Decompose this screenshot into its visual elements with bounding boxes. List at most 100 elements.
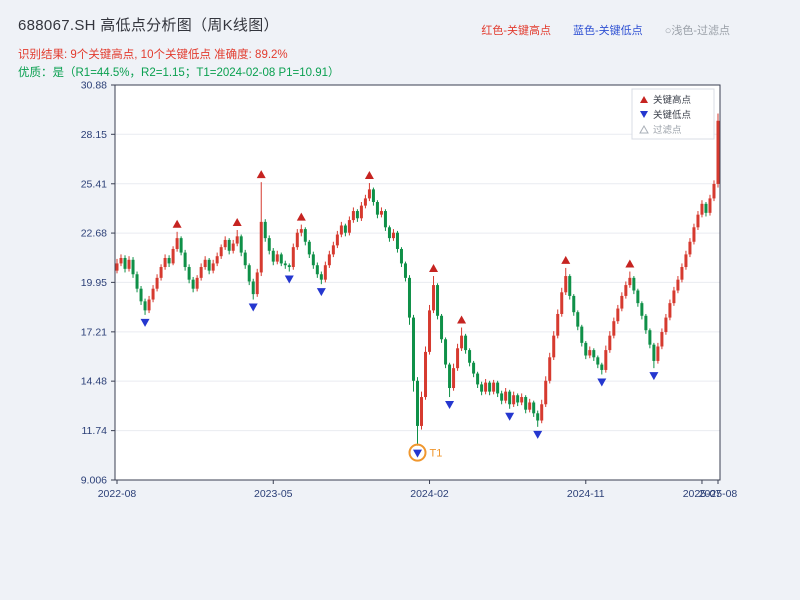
candle-body — [596, 357, 600, 365]
candle-body — [636, 290, 640, 304]
key-low-marker — [505, 412, 515, 421]
axes: 30.88 28.15 25.41 22.68 19.95 17.21 14.48 11.74… — [81, 80, 738, 501]
candle-body — [424, 351, 428, 398]
key-low-marker — [316, 288, 326, 297]
candle-body — [403, 263, 407, 278]
candle-body — [500, 393, 504, 401]
candle-body — [399, 248, 403, 264]
legend-key-low-label: 蓝色-关键低点 — [573, 25, 643, 37]
candle-body — [548, 357, 552, 381]
candle-body — [528, 402, 532, 410]
key-low-marker — [445, 401, 455, 410]
candle-body — [536, 413, 540, 421]
candle-body — [708, 198, 712, 213]
candle-body — [628, 277, 632, 286]
candle-body — [395, 232, 399, 249]
candle-body — [211, 263, 215, 271]
candle-body — [672, 290, 676, 304]
svg-text:19.95: 19.95 — [81, 277, 107, 289]
candle-body — [351, 211, 355, 221]
candle-body — [223, 239, 227, 248]
color-legend: 红色-关键高点 蓝色-关键低点 ○浅色-过滤点 — [481, 22, 730, 38]
candle-body — [219, 247, 223, 257]
candle-body — [331, 245, 335, 255]
candle-body — [560, 292, 564, 314]
candle-body — [480, 384, 484, 392]
t1-circle — [408, 443, 427, 462]
candle-body — [363, 198, 367, 206]
candle-body — [700, 203, 704, 215]
svg-text:14.48: 14.48 — [81, 376, 107, 388]
candle-body — [371, 189, 375, 203]
candle-body — [267, 238, 271, 251]
key-high-marker — [232, 218, 242, 227]
candle-body — [375, 202, 379, 215]
candle-body — [167, 257, 171, 264]
candle-body — [263, 221, 267, 239]
candle-body — [187, 267, 191, 280]
svg-text:22.68: 22.68 — [81, 228, 107, 240]
candle-body — [620, 295, 624, 309]
candle-body — [632, 277, 636, 291]
candle-body — [588, 350, 592, 356]
candle-body — [608, 335, 612, 351]
candle-body — [444, 339, 448, 365]
candle-body — [355, 211, 359, 219]
candle-body — [680, 267, 684, 280]
candle-body — [688, 241, 692, 255]
candle-body — [564, 276, 568, 293]
candle-body — [436, 285, 440, 316]
key-high-marker — [561, 255, 571, 264]
candle-body — [612, 321, 616, 336]
candle-body — [624, 285, 628, 296]
candle-body — [147, 299, 151, 311]
candle-body — [247, 265, 251, 282]
candle-body — [127, 259, 131, 269]
candle-body — [155, 277, 159, 289]
candle-body — [379, 211, 383, 215]
candle-body — [135, 274, 139, 289]
candle-body — [460, 335, 464, 349]
candle-body — [179, 238, 183, 253]
candle-body — [311, 254, 315, 266]
candle-body — [323, 265, 327, 280]
candle-body — [195, 277, 199, 289]
key-low-marker — [533, 430, 543, 439]
candle-body — [387, 227, 391, 239]
candle-body — [191, 279, 195, 289]
key-high-marker — [625, 259, 635, 268]
candle-body — [391, 232, 395, 239]
svg-text:25.41: 25.41 — [81, 178, 107, 190]
legend-item-label: 过滤点 — [653, 124, 682, 136]
candle-body — [131, 259, 135, 275]
candle-body — [275, 254, 279, 262]
candle-body — [652, 344, 656, 361]
candle-body — [383, 211, 387, 228]
candle-body — [235, 236, 239, 244]
candle-body — [283, 263, 287, 266]
candle-body — [572, 295, 576, 313]
candle-body — [484, 382, 488, 392]
candle-body — [692, 227, 696, 242]
candle-body — [496, 382, 500, 394]
candle-body — [684, 254, 688, 268]
candle-body — [239, 236, 243, 253]
page-title: 688067.SH 高低点分析图（周K线图） — [18, 17, 279, 34]
svg-text:2023-05: 2023-05 — [254, 488, 293, 500]
candle-body — [175, 238, 179, 249]
candle-body — [520, 397, 524, 403]
candle-body — [343, 225, 347, 233]
key-low-marker — [649, 372, 659, 381]
candle-body — [207, 259, 211, 271]
legend-key-high-label: 红色-关键高点 — [481, 25, 552, 37]
key-point-markers — [140, 170, 659, 458]
candle-body — [676, 279, 680, 291]
candle-body — [532, 402, 536, 414]
candle-body — [524, 397, 528, 410]
legend-low-triangle-icon — [640, 111, 648, 118]
t1-label: T1 — [430, 448, 443, 460]
t1-annotation: T1 — [408, 443, 443, 462]
key-high-marker — [457, 315, 467, 324]
